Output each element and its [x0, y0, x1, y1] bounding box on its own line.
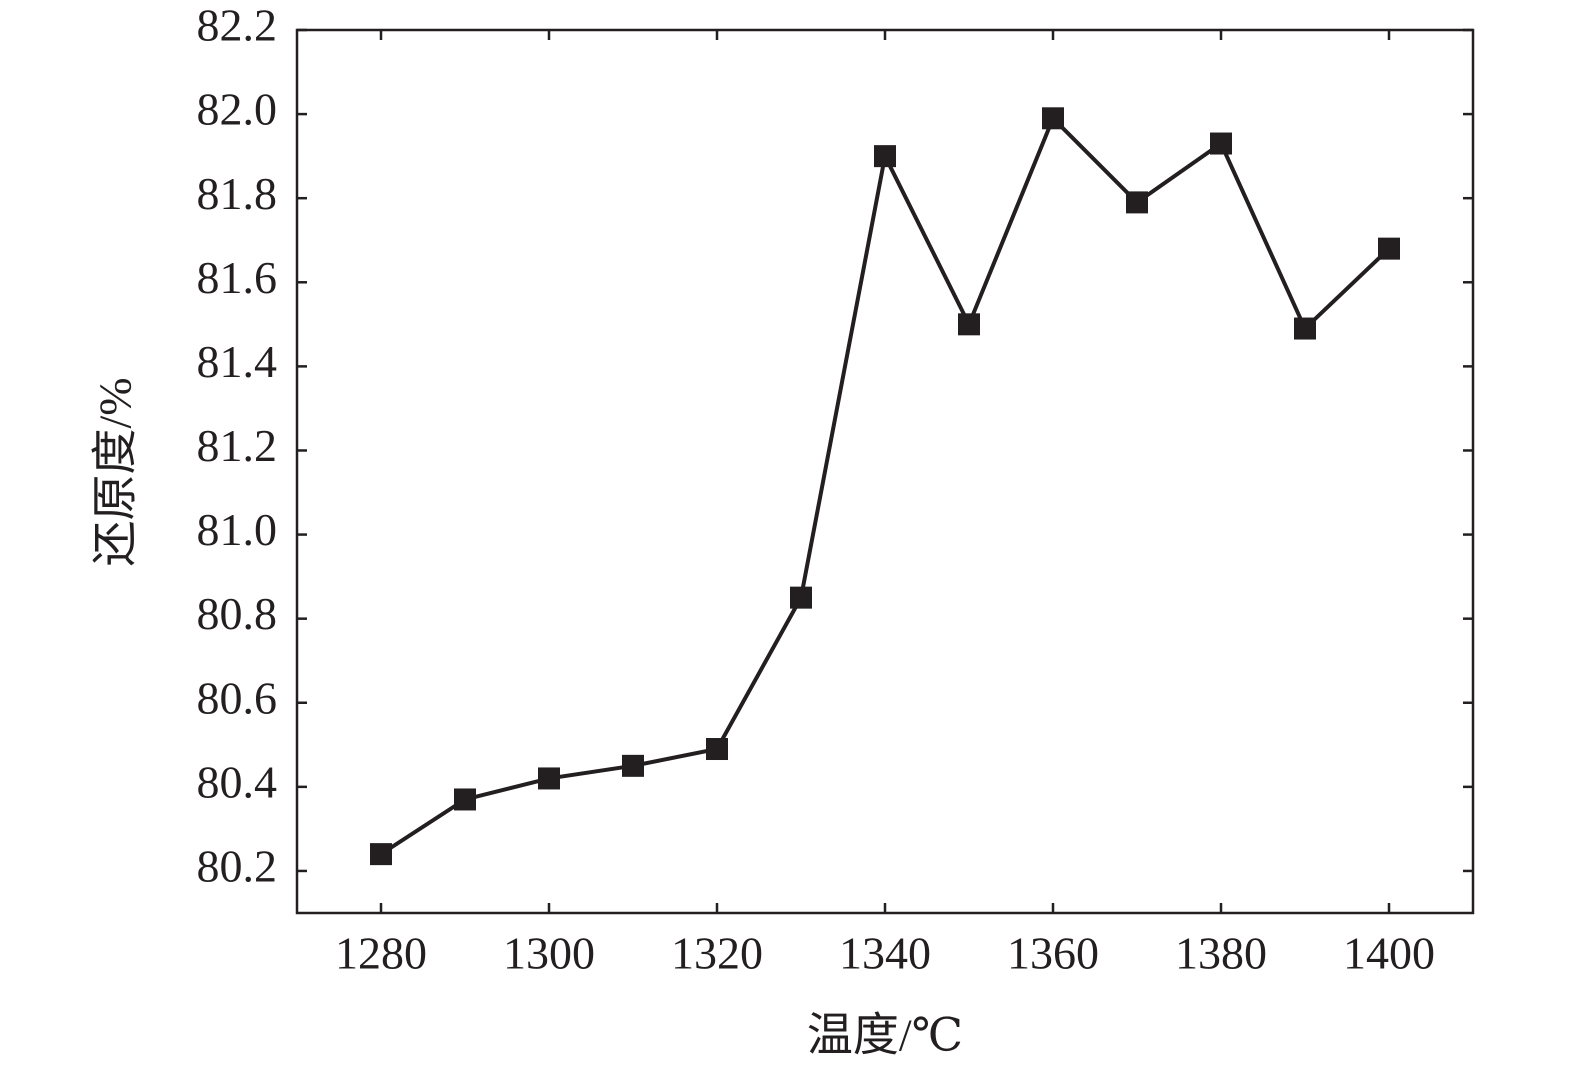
y-axis-label: 还原度/% [90, 377, 141, 566]
x-tick-label: 1340 [839, 928, 931, 979]
marker [958, 313, 980, 336]
x-tick-label: 1320 [671, 928, 763, 979]
marker [1210, 132, 1232, 155]
marker [1378, 237, 1400, 260]
x-tick-label: 1280 [335, 928, 427, 979]
marker [622, 754, 644, 777]
marker [454, 788, 476, 811]
y-tick-label: 80.6 [197, 672, 278, 723]
marker [706, 738, 728, 761]
marker [1126, 191, 1148, 214]
x-tick-label: 1380 [1175, 928, 1267, 979]
x-tick-label: 1300 [503, 928, 595, 979]
marker [874, 145, 896, 168]
marker [370, 843, 392, 866]
marker [790, 586, 812, 609]
y-tick-label: 82.2 [197, 0, 278, 51]
y-tick-label: 81.2 [197, 420, 278, 471]
x-axis-label: 温度/℃ [807, 1010, 963, 1061]
y-tick-label: 80.4 [197, 756, 278, 807]
marker [538, 767, 560, 790]
y-tick-label: 81.4 [197, 336, 278, 387]
y-tick-label: 81.0 [197, 504, 278, 555]
series-line [379, 114, 1391, 856]
y-tick-label: 80.2 [197, 841, 278, 892]
y-tick-label: 82.0 [197, 84, 278, 135]
marker [1294, 317, 1316, 340]
x-tick-label: 1360 [1007, 928, 1099, 979]
x-tick-label: 1400 [1343, 928, 1435, 979]
y-tick-label: 81.6 [197, 252, 278, 303]
y-tick-label: 81.8 [197, 168, 278, 219]
y-tick-label: 80.8 [197, 588, 278, 639]
marker [1042, 107, 1064, 130]
